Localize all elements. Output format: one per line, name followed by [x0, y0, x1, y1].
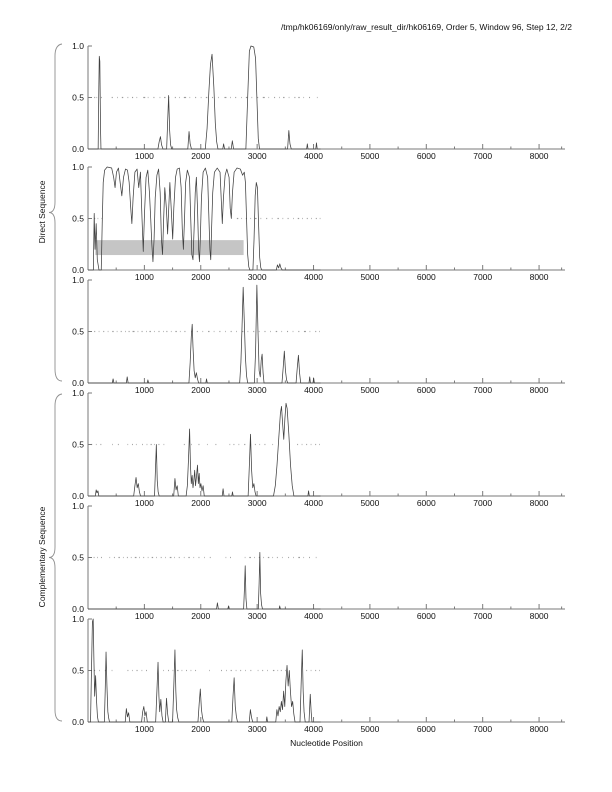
panel-direct-frame-1: 0.0 0.5 1.0 1000 2000 3000 4000 5000 6000 7000 800… — [72, 41, 565, 161]
x-tick-label: 6000 — [417, 272, 436, 282]
x-tick-label: 4000 — [304, 272, 323, 282]
x-tick-label: 2000 — [191, 151, 210, 161]
x-tick-label: 1000 — [135, 724, 154, 734]
y-tick-label: 0.0 — [72, 265, 84, 275]
y-tick-label: 0.5 — [72, 666, 84, 676]
panel-axes — [87, 166, 565, 271]
x-tick-label: 3000 — [248, 611, 267, 621]
panel-axes — [87, 279, 565, 384]
x-tick-label: 7000 — [473, 498, 492, 508]
x-tick-label: 4000 — [304, 385, 323, 395]
y-tick-label: 1.0 — [72, 388, 84, 398]
y-tick-label: 0.5 — [72, 214, 84, 224]
panel-direct-frame-3: 0.0 0.5 1.0 1000 2000 3000 4000 5000 6000 7000 800… — [72, 275, 565, 395]
probability-curve — [88, 402, 321, 497]
y-tick-label: 0.0 — [72, 604, 84, 614]
y-tick-label: 1.0 — [72, 275, 84, 285]
x-tick-label: 3000 — [248, 385, 267, 395]
x-tick-label: 8000 — [530, 385, 549, 395]
y-tick-label: 0.0 — [72, 378, 84, 388]
x-tick-label: 5000 — [360, 272, 379, 282]
x-tick-label: 1000 — [135, 498, 154, 508]
x-tick-label: 6000 — [417, 385, 436, 395]
x-tick-label: 7000 — [473, 385, 492, 395]
probability-curve — [88, 284, 321, 384]
x-tick-label: 6000 — [417, 498, 436, 508]
x-tick-label: 4000 — [304, 498, 323, 508]
y-tick-label: 1.0 — [72, 614, 84, 624]
plot-title: /tmp/hk06169/only/raw_result_dir/hk06169… — [280, 22, 572, 32]
probability-curve — [88, 551, 321, 610]
y-tick-label: 0.0 — [72, 144, 84, 154]
x-tick-label: 3000 — [248, 724, 267, 734]
x-tick-label: 3000 — [248, 272, 267, 282]
x-tick-label: 4000 — [304, 724, 323, 734]
x-tick-label: 1000 — [135, 611, 154, 621]
y-tick-label: 0.5 — [72, 327, 84, 337]
x-tick-label: 5000 — [360, 385, 379, 395]
y-tick-label: 1.0 — [72, 41, 84, 51]
panel-axes — [87, 392, 565, 497]
panel-complementary-frame-2: 0.0 0.5 1.0 1000 2000 3000 4000 5000 6000 7000 800… — [72, 501, 565, 621]
y-tick-label: 0.0 — [72, 717, 84, 727]
panel-axes — [87, 618, 565, 723]
y-tick-label: 1.0 — [72, 162, 84, 172]
panel-complementary-frame-3: 0.0 0.5 1.0 1000 2000 3000 4000 5000 6000 7000 800… — [72, 614, 565, 734]
x-tick-label: 6000 — [417, 724, 436, 734]
x-tick-label: 1000 — [135, 151, 154, 161]
x-axis-label: Nucleotide Position — [290, 738, 363, 748]
x-tick-label: 5000 — [360, 151, 379, 161]
panel-axes — [87, 505, 565, 610]
x-tick-label: 6000 — [417, 151, 436, 161]
x-tick-label: 2000 — [191, 611, 210, 621]
x-tick-label: 7000 — [473, 724, 492, 734]
x-tick-label: 2000 — [191, 272, 210, 282]
gene-region-bar — [95, 240, 244, 256]
x-tick-label: 8000 — [530, 151, 549, 161]
x-tick-label: 7000 — [473, 151, 492, 161]
x-tick-label: 5000 — [360, 611, 379, 621]
x-tick-label: 1000 — [135, 385, 154, 395]
x-tick-label: 6000 — [417, 611, 436, 621]
x-tick-label: 3000 — [248, 151, 267, 161]
y-tick-label: 0.5 — [72, 553, 84, 563]
probability-curve — [88, 45, 321, 150]
x-tick-label: 1000 — [135, 272, 154, 282]
probability-curve — [88, 166, 321, 271]
x-tick-label: 3000 — [248, 498, 267, 508]
x-tick-label: 4000 — [304, 151, 323, 161]
panel-complementary-frame-1: 0.0 0.5 1.0 1000 2000 3000 4000 5000 6000 7000 800… — [72, 388, 565, 508]
x-tick-label: 8000 — [530, 498, 549, 508]
y-tick-label: 0.5 — [72, 440, 84, 450]
x-tick-label: 2000 — [191, 724, 210, 734]
x-tick-label: 5000 — [360, 498, 379, 508]
y-tick-label: 1.0 — [72, 501, 84, 511]
panel-direct-frame-2: 0.0 0.5 1.0 1000 2000 3000 4000 5000 6000 7000 800… — [72, 162, 565, 282]
x-tick-label: 8000 — [530, 611, 549, 621]
x-tick-label: 5000 — [360, 724, 379, 734]
x-tick-label: 8000 — [530, 724, 549, 734]
x-tick-label: 8000 — [530, 272, 549, 282]
x-tick-label: 7000 — [473, 611, 492, 621]
x-tick-label: 7000 — [473, 272, 492, 282]
y-tick-label: 0.0 — [72, 491, 84, 501]
y-tick-label: 0.5 — [72, 93, 84, 103]
x-tick-label: 4000 — [304, 611, 323, 621]
complementary-sequence-brace — [48, 393, 63, 722]
panel-axes — [87, 45, 565, 150]
probability-curve — [88, 618, 321, 723]
x-tick-label: 2000 — [191, 385, 210, 395]
x-tick-label: 2000 — [191, 498, 210, 508]
direct-sequence-brace — [48, 43, 63, 382]
